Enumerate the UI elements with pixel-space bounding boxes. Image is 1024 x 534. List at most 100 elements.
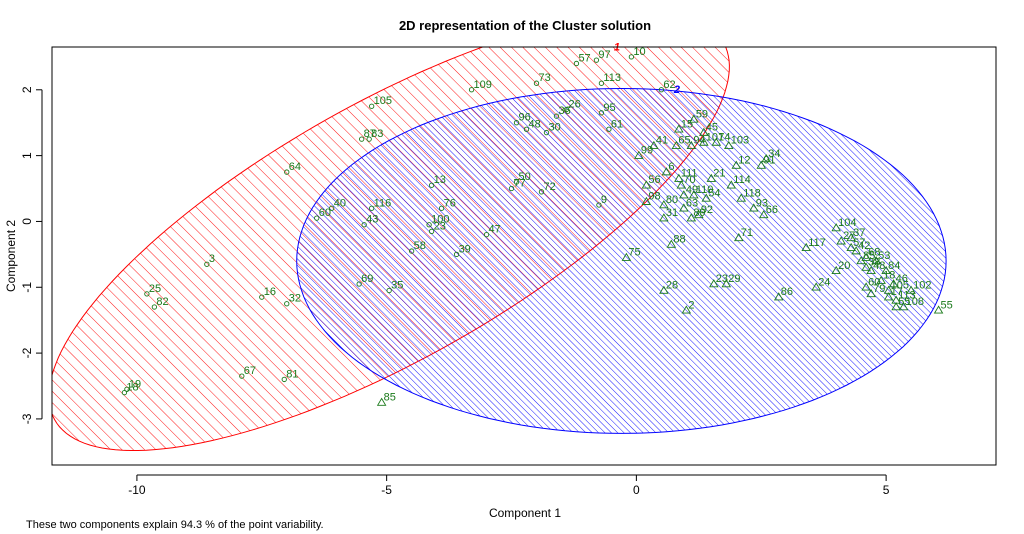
x-tick-label: -5 bbox=[381, 483, 392, 497]
cluster-1-point bbox=[553, 113, 560, 119]
cluster-2-point bbox=[621, 252, 632, 261]
cluster-2-point bbox=[831, 223, 841, 232]
point-label: 21 bbox=[713, 168, 725, 180]
point-label: 40 bbox=[334, 197, 346, 209]
point-label: 111 bbox=[681, 168, 698, 180]
cluster-1-point bbox=[144, 291, 150, 297]
plot-frame bbox=[51, 46, 997, 466]
cluster-1-point bbox=[468, 87, 475, 93]
cluster-2-point bbox=[699, 137, 709, 146]
point-label: 30 bbox=[548, 122, 560, 134]
point-label: 110 bbox=[696, 184, 714, 196]
y-axis-label: Component 2 bbox=[4, 219, 18, 292]
cluster-2-point bbox=[906, 285, 916, 294]
cluster-2-point bbox=[723, 140, 734, 149]
cluster-2-point bbox=[861, 262, 871, 271]
cluster-2-label: 2 bbox=[673, 84, 680, 96]
cluster-1-point bbox=[408, 248, 415, 254]
point-label: 104 bbox=[838, 217, 856, 229]
point-label: 53 bbox=[878, 250, 890, 262]
point-label: 99 bbox=[641, 145, 653, 157]
point-label: 59 bbox=[696, 108, 708, 120]
point-label: 37 bbox=[853, 227, 865, 239]
cluster-2-point bbox=[748, 203, 759, 212]
point-label: 18 bbox=[883, 270, 895, 282]
cluster-1-point bbox=[538, 189, 545, 195]
cluster-1-point bbox=[513, 179, 520, 185]
cluster-2-point bbox=[679, 203, 689, 212]
cluster-2-point bbox=[888, 279, 899, 288]
cluster-2-point bbox=[836, 236, 846, 245]
cluster-2-point bbox=[686, 213, 697, 222]
point-label: 80 bbox=[666, 194, 678, 206]
x-axis-label: Component 1 bbox=[488, 506, 562, 520]
cluster-2-point bbox=[671, 140, 682, 149]
cluster-2-point bbox=[676, 180, 687, 189]
point-label: 89 bbox=[693, 207, 705, 219]
point-label: 31 bbox=[666, 207, 678, 219]
point-label: 101 bbox=[706, 131, 724, 143]
point-label: 113 bbox=[603, 72, 621, 84]
cluster-1-point bbox=[239, 373, 245, 379]
point-label: 47 bbox=[489, 224, 501, 236]
point-label: 55 bbox=[898, 296, 910, 308]
point-label: 67 bbox=[244, 365, 256, 377]
point-label: 35 bbox=[391, 280, 403, 292]
point-label: 93 bbox=[756, 197, 768, 209]
point-label: 85 bbox=[863, 250, 875, 262]
cluster-1-point bbox=[563, 106, 570, 113]
point-label: 15 bbox=[681, 118, 693, 130]
cluster-1-point bbox=[259, 294, 265, 300]
point-label: 60 bbox=[868, 276, 880, 288]
cluster-2-point bbox=[674, 124, 684, 133]
y-tick-label: -3 bbox=[20, 413, 34, 424]
cluster-1-point bbox=[281, 376, 287, 383]
y-tick-label: 0 bbox=[20, 218, 34, 225]
cluster-1-point bbox=[438, 205, 445, 211]
cluster-2-point bbox=[376, 397, 387, 406]
point-label: 48 bbox=[873, 260, 885, 272]
cluster-2-point bbox=[801, 242, 811, 252]
cluster-1-point bbox=[428, 182, 435, 188]
point-label: 108 bbox=[906, 296, 924, 308]
cluster-1-point bbox=[366, 136, 372, 142]
cluster-2-point bbox=[666, 239, 677, 248]
cluster-1-point bbox=[121, 389, 128, 396]
cluster-1-point bbox=[593, 57, 600, 63]
cluster-2-point bbox=[661, 167, 672, 176]
point-label: 79 bbox=[873, 283, 885, 295]
cluster-1-point bbox=[151, 304, 158, 310]
point-label: 83 bbox=[371, 128, 383, 140]
cluster-1-point bbox=[483, 231, 490, 238]
point-label: 95 bbox=[603, 102, 615, 114]
point-label: 76 bbox=[444, 197, 456, 209]
point-label: 102 bbox=[913, 280, 931, 292]
cluster-2-point bbox=[856, 256, 866, 265]
cluster-2-point bbox=[883, 292, 894, 301]
cluster-2-point bbox=[851, 246, 861, 255]
point-label: 98 bbox=[648, 191, 660, 203]
point-label: 39 bbox=[459, 243, 471, 255]
cluster-2-point bbox=[686, 140, 697, 149]
point-label: 66 bbox=[766, 204, 778, 216]
point-label: 57 bbox=[853, 237, 865, 249]
point-label: 117 bbox=[808, 237, 826, 249]
point-label: 84 bbox=[888, 260, 900, 272]
point-label: 77 bbox=[514, 178, 526, 190]
cluster-1-point bbox=[628, 54, 635, 60]
cluster-2-point bbox=[706, 173, 717, 182]
cluster-2-point bbox=[711, 137, 722, 146]
cluster-1-point bbox=[359, 136, 365, 142]
cluster-1-point bbox=[386, 287, 392, 294]
point-label: 32 bbox=[289, 293, 301, 305]
cluster-2-point bbox=[891, 302, 901, 311]
point-label: 49 bbox=[686, 184, 698, 196]
point-label: 69 bbox=[361, 273, 373, 285]
point-label: 25 bbox=[149, 283, 161, 295]
point-label: 43 bbox=[366, 214, 378, 226]
point-label: 68 bbox=[868, 247, 880, 259]
point-label: 6 bbox=[668, 161, 674, 173]
cluster-2-point bbox=[758, 209, 769, 219]
cluster-1-point bbox=[543, 129, 550, 136]
